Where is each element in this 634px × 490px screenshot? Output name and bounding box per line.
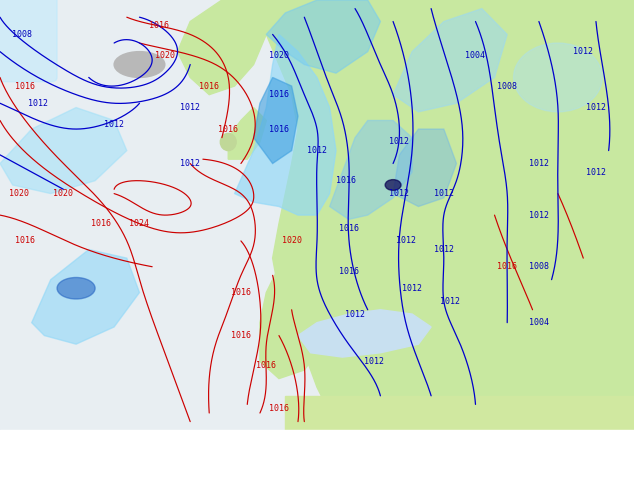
Text: 1012: 1012	[402, 284, 422, 293]
Ellipse shape	[57, 277, 95, 299]
Bar	[6, 463, 31, 487]
Text: 1016: 1016	[231, 288, 251, 297]
Polygon shape	[298, 310, 431, 357]
Bar	[205, 463, 231, 487]
Text: 1016: 1016	[269, 90, 289, 99]
Text: Tu 11-06-2024 18..00 UTC (00+192): Tu 11-06-2024 18..00 UTC (00+192)	[380, 436, 568, 446]
Bar	[106, 463, 131, 487]
Text: 1016: 1016	[15, 236, 36, 245]
Polygon shape	[32, 249, 139, 344]
Polygon shape	[241, 0, 634, 430]
Bar	[56, 463, 81, 487]
Text: 1012: 1012	[573, 47, 593, 56]
Text: 1012: 1012	[389, 189, 410, 198]
Text: 1016: 1016	[218, 124, 238, 134]
Ellipse shape	[220, 133, 236, 150]
Text: 1020: 1020	[281, 236, 302, 245]
Text: 1016: 1016	[339, 267, 359, 275]
FancyBboxPatch shape	[0, 0, 57, 82]
Text: 1016: 1016	[231, 331, 251, 340]
Text: 1012: 1012	[440, 296, 460, 306]
Polygon shape	[330, 121, 412, 220]
Bar	[131, 463, 156, 487]
Text: 1016: 1016	[91, 219, 112, 228]
Bar	[0, 0, 317, 430]
Text: 1012: 1012	[28, 99, 48, 108]
Bar	[31, 463, 56, 487]
Polygon shape	[228, 108, 266, 159]
Text: 1012: 1012	[434, 245, 454, 254]
Text: 1016: 1016	[269, 124, 289, 134]
Ellipse shape	[114, 51, 165, 77]
Text: 1020: 1020	[53, 189, 74, 198]
Polygon shape	[178, 0, 266, 95]
Text: 1020: 1020	[9, 189, 29, 198]
Text: 1016: 1016	[335, 176, 356, 185]
Polygon shape	[393, 129, 456, 206]
Text: 1012: 1012	[307, 146, 327, 155]
Polygon shape	[235, 34, 336, 215]
Polygon shape	[254, 77, 298, 164]
Text: 1012: 1012	[180, 103, 200, 112]
Polygon shape	[355, 463, 365, 487]
Text: 1008: 1008	[12, 30, 32, 39]
Text: 1012: 1012	[586, 168, 606, 176]
Text: 1012: 1012	[364, 357, 384, 366]
Text: ©weatheronline.co.uk: ©weatheronline.co.uk	[456, 465, 565, 475]
Text: 1012: 1012	[434, 189, 454, 198]
Bar	[280, 463, 305, 487]
Bar	[285, 396, 634, 430]
Bar	[6, 463, 355, 487]
Ellipse shape	[385, 180, 401, 191]
Bar	[305, 463, 330, 487]
Ellipse shape	[514, 43, 602, 112]
Polygon shape	[260, 267, 330, 379]
Text: 1012: 1012	[180, 159, 200, 168]
Text: 1008: 1008	[497, 81, 517, 91]
Text: 1008: 1008	[529, 262, 549, 271]
Polygon shape	[0, 108, 127, 194]
Text: 1012: 1012	[529, 159, 549, 168]
Text: 1016: 1016	[199, 81, 219, 91]
Text: 1020: 1020	[269, 51, 289, 60]
Text: 1012: 1012	[389, 138, 410, 147]
Text: 1004: 1004	[529, 318, 549, 327]
Text: 1020: 1020	[155, 51, 175, 60]
Bar	[231, 463, 256, 487]
Polygon shape	[393, 9, 507, 112]
Text: 1016: 1016	[15, 81, 36, 91]
Text: 1012: 1012	[529, 211, 549, 220]
Text: 1016: 1016	[339, 223, 359, 233]
Text: 1012: 1012	[586, 103, 606, 112]
Text: 1016: 1016	[497, 262, 517, 271]
Bar	[156, 463, 181, 487]
Text: 1012: 1012	[345, 310, 365, 318]
Text: Precipitation [mm] ECMWF: Precipitation [mm] ECMWF	[6, 436, 164, 449]
Text: 1016: 1016	[269, 404, 289, 413]
Bar	[330, 463, 355, 487]
Bar	[181, 463, 205, 487]
Polygon shape	[266, 0, 380, 73]
Text: 1016: 1016	[148, 21, 169, 30]
Text: 1016: 1016	[256, 361, 276, 370]
Bar	[256, 463, 280, 487]
Text: 1012: 1012	[104, 120, 124, 129]
Text: 1012: 1012	[396, 236, 416, 245]
Bar	[81, 463, 106, 487]
Text: 1004: 1004	[465, 51, 486, 60]
Text: 1024: 1024	[129, 219, 150, 228]
